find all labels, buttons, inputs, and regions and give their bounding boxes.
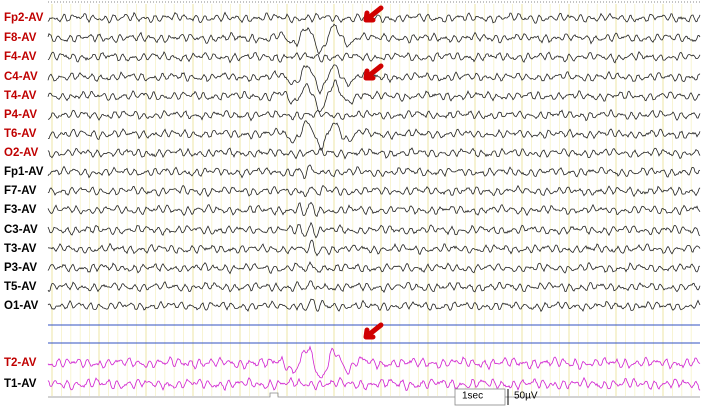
eeg-trace xyxy=(47,298,701,313)
eeg-trace xyxy=(47,64,701,95)
channel-label: T2-AV xyxy=(4,357,37,369)
eeg-trace xyxy=(47,280,701,293)
channel-label: O1-AV xyxy=(4,300,39,312)
channel-label: T6-AV xyxy=(4,128,37,140)
eeg-trace xyxy=(47,239,701,257)
eeg-trace xyxy=(47,147,701,160)
arrow xyxy=(363,63,384,81)
channel-label: F7-AV xyxy=(4,185,37,197)
eeg-trace xyxy=(47,221,701,239)
time-grid xyxy=(51,4,692,396)
time-scale-label: 1sec xyxy=(462,391,483,402)
channel-label: F4-AV xyxy=(4,51,37,63)
channel-label: T4-AV xyxy=(4,90,37,102)
channel-labels: Fp2-AV F8-AV F4-AV C4-AV T4-AV P4-AV T6-AV O2-A… xyxy=(4,12,44,390)
channel-label: F3-AV xyxy=(4,204,37,216)
eeg-trace xyxy=(47,23,701,55)
eeg-trace xyxy=(47,261,701,275)
channel-label: T3-AV xyxy=(4,243,37,255)
eeg-trace xyxy=(47,345,701,379)
channel-label: T5-AV xyxy=(4,281,37,293)
eeg-trace xyxy=(47,120,701,151)
eeg-trace xyxy=(47,108,701,122)
time-scale-box xyxy=(454,388,506,406)
amplitude-scale-label: 50µV xyxy=(514,391,538,402)
channel-label: Fp1-AV xyxy=(4,166,44,178)
channel-label: O2-AV xyxy=(4,147,39,159)
channel-label: Fp2-AV xyxy=(4,12,44,24)
event-marker-line xyxy=(48,392,700,398)
channel-label: F8-AV xyxy=(4,32,37,44)
channel-label: P4-AV xyxy=(4,109,37,121)
arrow xyxy=(363,322,384,340)
channel-label: P3-AV xyxy=(4,262,37,274)
eeg-trace xyxy=(47,376,701,392)
channel-label: C3-AV xyxy=(4,224,38,236)
eeg-trace xyxy=(47,164,701,180)
eeg-trace xyxy=(47,51,701,64)
channel-label: C4-AV xyxy=(4,71,38,83)
eeg-trace xyxy=(47,201,701,218)
eeg-trace xyxy=(47,184,701,198)
channel-label: T1-AV xyxy=(4,378,37,390)
traces xyxy=(47,11,701,392)
arrow xyxy=(363,5,384,23)
eeg-trace xyxy=(47,79,701,113)
